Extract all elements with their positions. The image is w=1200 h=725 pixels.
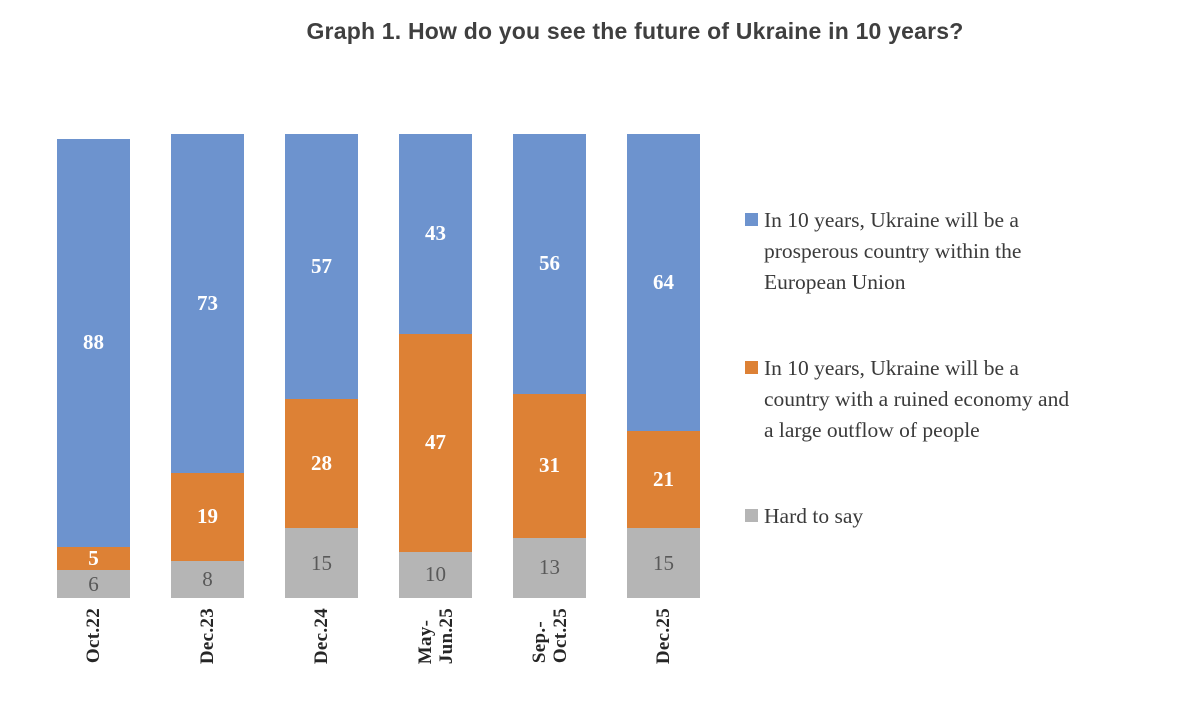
x-axis-label-text: May- Jun.25 — [414, 608, 457, 665]
bar-value-label: 57 — [311, 253, 332, 278]
bar-value-label: 31 — [539, 453, 560, 478]
bar-value-label: 15 — [311, 550, 332, 575]
x-axis-labels: Oct.22 Dec.23 Dec.24 May- Jun.25 Sep.- Oct.2… — [57, 608, 700, 723]
legend-item-1: In 10 years, Ukraine will be a country w… — [745, 353, 1170, 446]
bar-segment-series-0: 57 — [285, 134, 358, 399]
legend-swatch-icon — [745, 509, 758, 522]
bar-value-label: 8 — [202, 566, 213, 591]
legend-label: In 10 years, Ukraine will be a country w… — [764, 356, 1070, 442]
bar-value-label: 43 — [425, 221, 446, 246]
bar-segment-series-2: 6 — [57, 570, 130, 598]
bar-1: 73 19 8 — [171, 134, 244, 598]
bar-value-label: 73 — [197, 290, 218, 315]
bar-value-label: 56 — [539, 251, 560, 276]
x-axis-label: Sep.- Oct.25 — [513, 608, 586, 723]
bar-segment-series-2: 13 — [513, 537, 586, 598]
bar-segment-series-2: 8 — [171, 560, 244, 598]
legend-label: Hard to say — [764, 504, 864, 528]
x-axis-label-text: Dec.25 — [653, 608, 674, 665]
bar-value-label: 64 — [653, 269, 674, 294]
legend: In 10 years, Ukraine will be a prosperou… — [745, 205, 1170, 587]
x-axis-label: May- Jun.25 — [399, 608, 472, 723]
x-axis-label-text: Sep.- Oct.25 — [528, 608, 571, 664]
bar-value-label: 10 — [425, 562, 446, 587]
x-axis-label: Dec.25 — [627, 608, 700, 723]
plot-area: 88 5 6 73 19 8 57 28 15 43 47 10 56 31 13 64 21 15 — [57, 133, 700, 598]
x-axis-label: Oct.22 — [57, 608, 130, 723]
bar-segment-series-2: 15 — [627, 528, 700, 598]
bar-segment-series-0: 88 — [57, 138, 130, 547]
bar-segment-series-1: 19 — [171, 472, 244, 561]
bar-3: 43 47 10 — [399, 134, 472, 598]
bar-value-label: 47 — [425, 430, 446, 455]
bar-value-label: 15 — [653, 550, 674, 575]
bar-segment-series-2: 15 — [285, 528, 358, 598]
bar-2: 57 28 15 — [285, 134, 358, 598]
bar-value-label: 13 — [539, 555, 560, 580]
bar-value-label: 21 — [653, 467, 674, 492]
chart-title: Graph 1. How do you see the future of Uk… — [306, 18, 964, 44]
legend-item-0: In 10 years, Ukraine will be a prosperou… — [745, 205, 1170, 298]
stacked-bar-chart: 88 5 6 73 19 8 57 28 15 43 47 10 56 31 13 64 21 15 Oct.22… — [57, 133, 700, 723]
bar-segment-series-0: 64 — [627, 134, 700, 431]
bar-value-label: 28 — [311, 450, 332, 475]
bar-segment-series-1: 47 — [399, 333, 472, 552]
bar-value-label: 5 — [88, 546, 99, 571]
bar-segment-series-0: 43 — [399, 134, 472, 334]
bar-value-label: 6 — [88, 571, 99, 596]
bar-4: 56 31 13 — [513, 134, 586, 598]
bar-segment-series-1: 28 — [285, 398, 358, 529]
x-axis-label-text: Dec.23 — [197, 608, 218, 665]
legend-swatch-icon — [745, 213, 758, 226]
bar-segment-series-0: 56 — [513, 134, 586, 394]
legend-item-2: Hard to say — [745, 501, 1170, 532]
legend-label: In 10 years, Ukraine will be a prosperou… — [764, 208, 1022, 294]
bar-5: 64 21 15 — [627, 134, 700, 598]
bar-segment-series-0: 73 — [171, 134, 244, 473]
bar-segment-series-2: 10 — [399, 551, 472, 598]
bar-value-label: 19 — [197, 504, 218, 529]
bar-value-label: 88 — [83, 330, 104, 355]
legend-swatch-icon — [745, 361, 758, 374]
x-axis-label-text: Dec.24 — [311, 608, 332, 665]
x-axis-label: Dec.23 — [171, 608, 244, 723]
x-axis-label: Dec.24 — [285, 608, 358, 723]
x-axis-label-text: Oct.22 — [83, 608, 104, 664]
bar-segment-series-1: 31 — [513, 393, 586, 538]
bar-segment-series-1: 21 — [627, 430, 700, 529]
bar-segment-series-1: 5 — [57, 546, 130, 571]
bar-0: 88 5 6 — [57, 138, 130, 598]
